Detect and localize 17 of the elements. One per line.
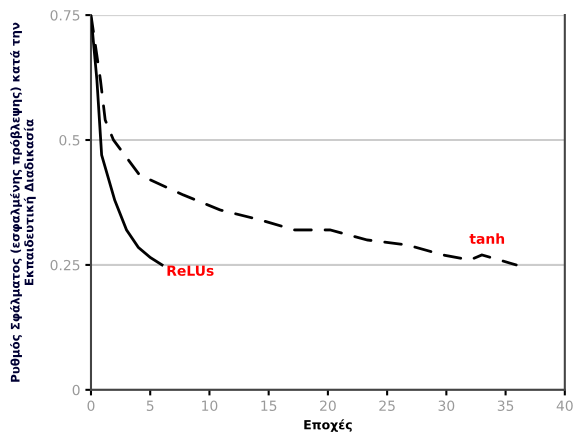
series-label: ReLUs [167,266,214,276]
y-tick-label: 0.25 [50,260,80,270]
y-tick-label: 0.5 [59,134,80,146]
x-tick-label: 10 [202,400,218,411]
y-tick-label: 0 [72,384,80,396]
x-tick-label: 0 [87,400,94,411]
x-axis-title: Εποχές [304,419,352,432]
x-tick-label: 25 [379,400,395,411]
y-axis-title: Ρυθμός Σφάλματος (εσφαλμένης πρόβλεψης) κατά την Εκπαιδευτική Διαδικασία [10,22,36,382]
x-tick-label: 15 [261,400,276,411]
x-tick-label: 30 [438,400,454,411]
y-tick-label: 0.75 [50,10,80,21]
series-label: tanh [470,233,504,244]
x-tick-label: 40 [556,400,573,411]
x-tick-label: 20 [320,400,336,411]
x-tick-label: 35 [498,400,514,411]
x-tick-label: 5 [146,400,154,411]
